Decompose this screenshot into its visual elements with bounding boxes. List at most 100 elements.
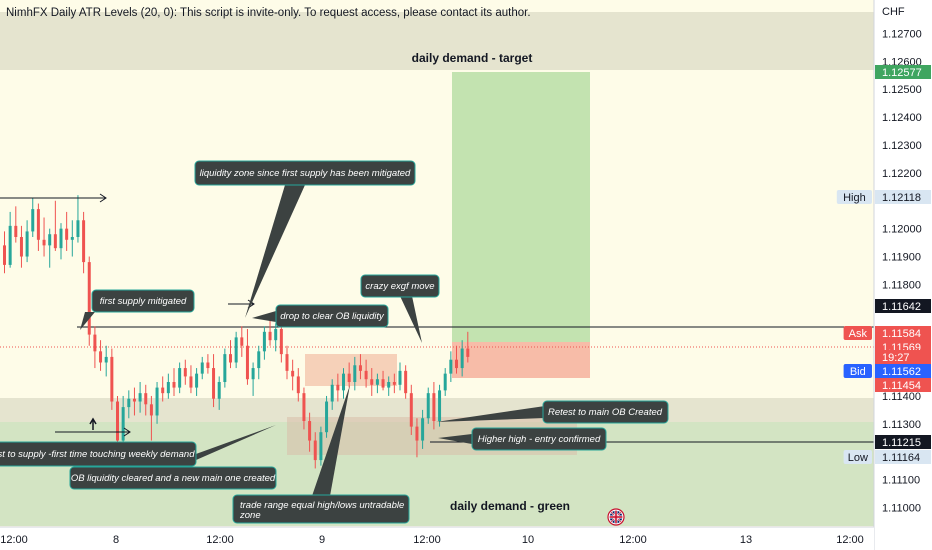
svg-text:trade range equal high/lows un: trade range equal high/lows untradable: [240, 500, 404, 511]
candle-body: [245, 345, 249, 380]
time-tick-label: 12:00: [0, 534, 28, 546]
svg-text:Higher high - entry confirmed: Higher high - entry confirmed: [478, 434, 601, 445]
price-label-value: 1.11642: [882, 301, 921, 313]
svg-text:crazy exgf move: crazy exgf move: [365, 281, 434, 292]
candle-body: [166, 382, 170, 394]
price-tag-box: [836, 190, 872, 204]
candle-body: [127, 398, 131, 408]
candle-body: [223, 354, 227, 383]
top-zone-label: daily demand - target: [412, 51, 533, 65]
price-tag-label: Ask: [849, 328, 868, 340]
candle-body: [319, 432, 323, 461]
candle-body: [144, 393, 148, 405]
candle-body: [234, 337, 238, 363]
time-axis[interactable]: [0, 527, 874, 550]
candle-body: [262, 331, 266, 352]
price-tick-label: 1.12400: [882, 112, 922, 124]
price-tick-label: 1.12700: [882, 28, 922, 40]
annotation-first-time-touching[interactable]: st to supply -first time touching weekly…: [0, 441, 197, 467]
candle-body: [426, 393, 430, 419]
annotation-first-supply[interactable]: first supply mitigated: [91, 289, 195, 313]
price-axis[interactable]: [874, 0, 932, 550]
pointer-trade-range: [312, 385, 350, 496]
target-box[interactable]: [452, 72, 590, 342]
annotation-trade-range[interactable]: trade range equal high/lows untradable z…: [232, 494, 410, 524]
candle-body: [432, 393, 436, 422]
price-tick-label: 1.11000: [882, 502, 921, 514]
annotation-liquidity-zone[interactable]: liquidity zone since first supply has be…: [194, 160, 416, 186]
candle-body: [93, 334, 97, 352]
candle-body: [132, 398, 136, 402]
candle-body: [404, 370, 408, 394]
price-tick-label: 1.12300: [882, 140, 922, 152]
price-tick-label: 1.11300: [882, 419, 921, 431]
pointer-first-supply: [80, 312, 95, 330]
svg-text:Retest to main OB Created: Retest to main OB Created: [548, 407, 663, 418]
candle-body: [364, 370, 368, 380]
price-label-box: [875, 435, 931, 449]
price-label-box: [875, 299, 931, 313]
candle-body: [392, 382, 396, 385]
candle-body: [443, 373, 447, 391]
candle-body: [409, 393, 413, 427]
time-tick-label: 12:00: [206, 534, 234, 546]
annotation-retest[interactable]: Retest to main OB Created: [542, 400, 669, 424]
price-tick-label: 1.11400: [882, 391, 921, 403]
candle-body: [36, 209, 40, 240]
candle-body: [325, 401, 329, 433]
candle-body: [370, 379, 374, 385]
candle-body: [330, 384, 334, 402]
price-tick-label: 1.12200: [882, 168, 922, 180]
candle-body: [104, 356, 108, 363]
svg-text:zone: zone: [239, 510, 261, 521]
price-label-value: 1.11454: [882, 380, 921, 392]
candle-body: [189, 376, 193, 388]
candle-body: [308, 421, 312, 441]
candle-body: [268, 331, 272, 341]
candle-body: [279, 329, 283, 355]
candle-body: [313, 440, 317, 461]
candle-body: [358, 365, 362, 371]
candle-body: [116, 401, 119, 441]
price-tag-label: Bid: [850, 366, 866, 378]
pointer-liquidity-zone: [245, 185, 305, 318]
candle-body: [19, 237, 23, 257]
price-label-box: [875, 326, 931, 340]
svg-text:first supply mitigated: first supply mitigated: [100, 296, 187, 307]
time-ticks: 12:00 8 12:00 9 12:00 10 12:00 13 12:00: [0, 534, 864, 546]
arrow-bottom-left: [55, 427, 131, 437]
candle-body: [381, 379, 385, 388]
annotation-crazy-move[interactable]: crazy exgf move: [360, 274, 440, 298]
indicator-text: NimhFX Daily ATR Levels (20, 0): This sc…: [6, 7, 531, 19]
time-tick-label: 12:00: [413, 534, 441, 546]
price-tag-box: [843, 450, 872, 464]
candle-body: [65, 228, 69, 240]
candle-body: [172, 382, 176, 388]
time-tick-label: 10: [522, 534, 534, 546]
price-tick-label: 1.12500: [882, 84, 922, 96]
candle-body: [296, 376, 300, 394]
annotation-drop-to-clear[interactable]: drop to clear OB liquidity: [275, 304, 389, 328]
time-tick-label: 8: [113, 534, 119, 546]
candle-body: [251, 368, 255, 380]
stop-box[interactable]: [452, 342, 590, 378]
candle-body: [460, 348, 464, 369]
candle-body: [121, 407, 125, 441]
candle-body: [14, 225, 18, 238]
candle-body: [87, 262, 91, 335]
price-label-value: 1.12118: [882, 192, 921, 204]
candle-body: [415, 426, 419, 441]
annotation-ob-liquidity[interactable]: OB liquidity cleared and a new main one …: [69, 466, 277, 490]
currency-label: CHF: [882, 6, 905, 18]
uk-flag-icon[interactable]: [607, 508, 625, 526]
candle-body: [178, 368, 182, 388]
candle-body: [149, 404, 153, 416]
annotation-higher-high[interactable]: Higher high - entry confirmed: [471, 427, 607, 451]
candle-body: [217, 382, 221, 399]
candle-body: [200, 362, 204, 374]
candle-body: [449, 359, 453, 374]
price-label-box: [875, 350, 931, 364]
candle-body: [375, 379, 379, 385]
candle-body: [353, 365, 357, 383]
